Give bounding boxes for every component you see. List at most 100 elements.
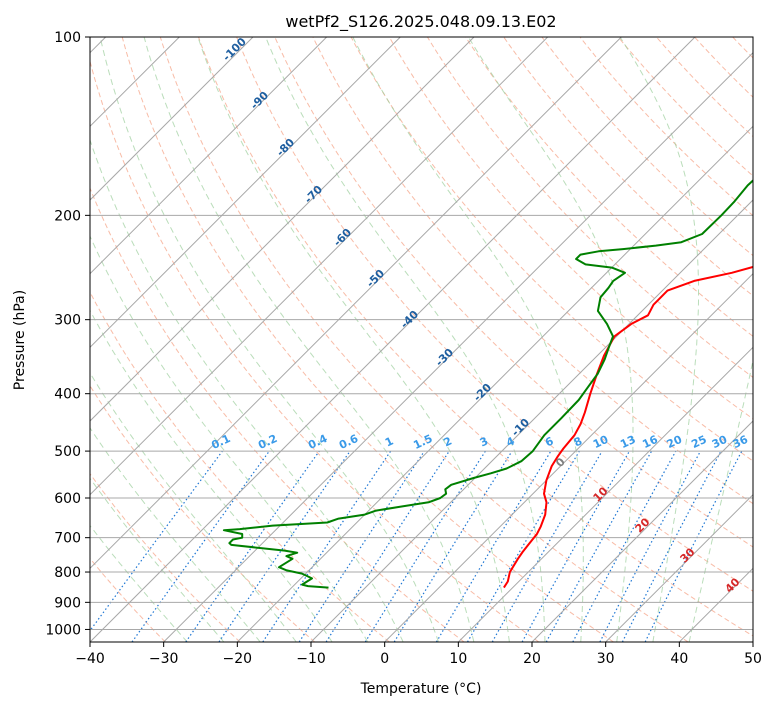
mixing-ratio-line	[325, 450, 450, 642]
dry-adiabat-line	[388, 37, 753, 420]
chart-title: wetPf2_S126.2025.048.09.13.E02	[285, 12, 556, 32]
dry-adiabat-line	[312, 37, 753, 505]
x-axis-ticks: −40 −30 −20 −10 0 10 20 30 40 50	[75, 642, 762, 667]
x-tick-label: 10	[449, 651, 467, 667]
mixing-ratio-line	[131, 450, 270, 642]
dry-adiabat-line	[465, 37, 753, 337]
isotherm-line	[90, 37, 401, 349]
mixing-ratio-line	[545, 450, 653, 642]
moist-adiabat-line	[90, 371, 297, 642]
mixing-ratio-label: 0.1	[209, 432, 232, 452]
moist-adiabat-line	[197, 37, 510, 642]
isotherm-line	[90, 37, 475, 422]
dry-adiabat-line	[121, 37, 614, 642]
isotherm-line	[163, 51, 753, 642]
dry-adiabat-line	[90, 291, 390, 642]
moist-adiabat-line	[265, 37, 546, 642]
series-group	[222, 179, 753, 589]
mixing-ratio-label: 10	[591, 433, 611, 451]
mixing-ratio-label: 13	[618, 433, 637, 451]
mixing-ratio-label: 1	[383, 434, 395, 449]
mixing-ratio-line	[435, 450, 552, 642]
y-axis-ticks: 100 200 300 400 500 600 700 800 900 1000	[45, 30, 90, 638]
dry-adiabat-line	[90, 472, 241, 642]
moist-adiabat-line	[352, 37, 584, 642]
y-tick-label: 600	[54, 491, 81, 507]
dry-adiabat-line	[694, 37, 753, 98]
dry-adiabat-line	[426, 37, 753, 378]
mixing-ratio-line	[218, 450, 351, 642]
line-labels: -100-90-80-70-60-50-40-30-20-10010203040…	[209, 35, 750, 596]
y-tick-label: 200	[54, 208, 81, 224]
dry-adiabat-line	[579, 37, 753, 217]
y-tick-label: 300	[54, 313, 81, 329]
dry-adiabat-line	[274, 37, 753, 548]
isotherm-line	[384, 272, 753, 642]
x-axis-title: Temperature (°C)	[360, 681, 482, 697]
line-label: 20	[633, 515, 653, 535]
mixing-ratio-line	[298, 450, 425, 642]
x-tick-label: −20	[223, 651, 253, 667]
dry-adiabat-line	[732, 37, 753, 59]
mixing-ratio-label: 16	[640, 433, 660, 451]
moist-adiabat-line	[90, 477, 225, 642]
mixing-ratio-line	[572, 450, 677, 642]
line-label: -20	[471, 381, 494, 404]
mixing-ratio-line	[185, 450, 320, 642]
y-tick-label: 1000	[45, 622, 81, 638]
isotherm-line	[90, 37, 254, 201]
isotherm-line	[236, 125, 753, 642]
line-label: 10	[591, 484, 611, 504]
mixing-ratio-label: 36	[731, 433, 751, 451]
isotherm-line	[605, 493, 753, 642]
x-tick-label: −40	[75, 651, 105, 667]
dry-adiabat-line	[656, 37, 753, 138]
y-tick-label: 500	[54, 444, 81, 460]
mixing-ratio-label: 6	[543, 434, 556, 449]
dry-adiabat-line	[541, 37, 753, 257]
x-tick-label: 40	[670, 651, 688, 667]
line-label: 40	[723, 575, 743, 595]
mixing-ratio-label: 2	[442, 434, 454, 449]
mixing-ratio-label: 30	[710, 433, 730, 451]
moist-adiabat-line	[467, 37, 634, 642]
moist-adiabat-line	[90, 309, 333, 642]
x-tick-label: −30	[149, 651, 179, 667]
y-tick-label: 800	[54, 565, 81, 581]
mixing-ratio-line	[90, 450, 223, 632]
dry-adiabat-line	[90, 384, 316, 642]
moist-adiabat-line	[99, 37, 439, 642]
moist-adiabat-line	[90, 524, 188, 642]
y-tick-label: 700	[54, 531, 81, 547]
dry-adiabat-line	[771, 37, 775, 642]
x-tick-label: 20	[523, 651, 541, 667]
mixing-ratio-line	[262, 450, 392, 642]
temperature-profile-line	[503, 265, 753, 589]
line-label: -50	[364, 267, 387, 290]
isotherm-line	[90, 37, 622, 570]
isotherm-line	[457, 346, 753, 642]
mixing-ratio-line	[393, 450, 513, 642]
y-axis-title: Pressure (hPa)	[12, 290, 28, 390]
mixing-ratio-label: 8	[572, 434, 584, 449]
moist-adiabat-line	[143, 37, 475, 642]
isotherm-line	[90, 37, 696, 642]
mixing-ratio-line	[644, 450, 743, 642]
moist-adiabat-line	[90, 138, 404, 642]
line-label: -10	[509, 416, 532, 439]
x-tick-label: 0	[380, 651, 389, 667]
moist-adiabat-line	[688, 358, 753, 642]
moist-adiabat-line	[619, 37, 699, 642]
mixing-ratio-label: 20	[665, 433, 685, 451]
moist-adiabat-line	[90, 427, 261, 642]
mixing-ratio-line	[621, 450, 722, 642]
mixing-ratio-label: 0.4	[306, 432, 329, 452]
line-label: -70	[302, 183, 325, 206]
plot-frame	[89, 36, 754, 643]
mixing-ratio-label: 25	[689, 433, 708, 451]
dry-adiabat-line	[90, 186, 465, 642]
y-tick-label: 900	[54, 595, 81, 611]
mixing-ratio-label: 3	[478, 434, 490, 449]
y-tick-label: 100	[54, 30, 81, 46]
